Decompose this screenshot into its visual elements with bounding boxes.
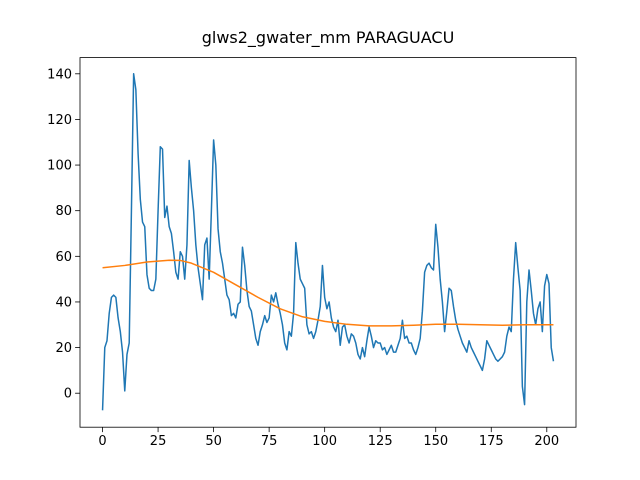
y-tick-label: 100 bbox=[47, 159, 72, 174]
y-tick-label: 140 bbox=[47, 67, 72, 82]
x-tick-label: 50 bbox=[205, 434, 222, 449]
plot-area bbox=[101, 73, 555, 411]
x-tick-label: 100 bbox=[312, 434, 337, 449]
y-tick-label: 0 bbox=[64, 387, 72, 402]
y-tick-label: 60 bbox=[55, 250, 72, 265]
data-line bbox=[102, 259, 554, 327]
x-tick-label: 0 bbox=[98, 434, 106, 449]
x-tick-label: 125 bbox=[368, 434, 393, 449]
y-tick-label: 80 bbox=[55, 204, 72, 219]
x-tick-label: 75 bbox=[261, 434, 278, 449]
axes-frame bbox=[79, 57, 577, 428]
x-tick-label: 25 bbox=[150, 434, 167, 449]
x-tick-label: 200 bbox=[534, 434, 559, 449]
data-line bbox=[101, 73, 555, 411]
y-tick-label: 20 bbox=[55, 341, 72, 356]
x-tick-label: 175 bbox=[479, 434, 504, 449]
chart-title: glws2_gwater_mm PARAGUACU bbox=[202, 28, 455, 48]
x-tick-label: 150 bbox=[423, 434, 448, 449]
y-tick-label: 120 bbox=[47, 113, 72, 128]
y-tick-label: 40 bbox=[55, 295, 72, 310]
